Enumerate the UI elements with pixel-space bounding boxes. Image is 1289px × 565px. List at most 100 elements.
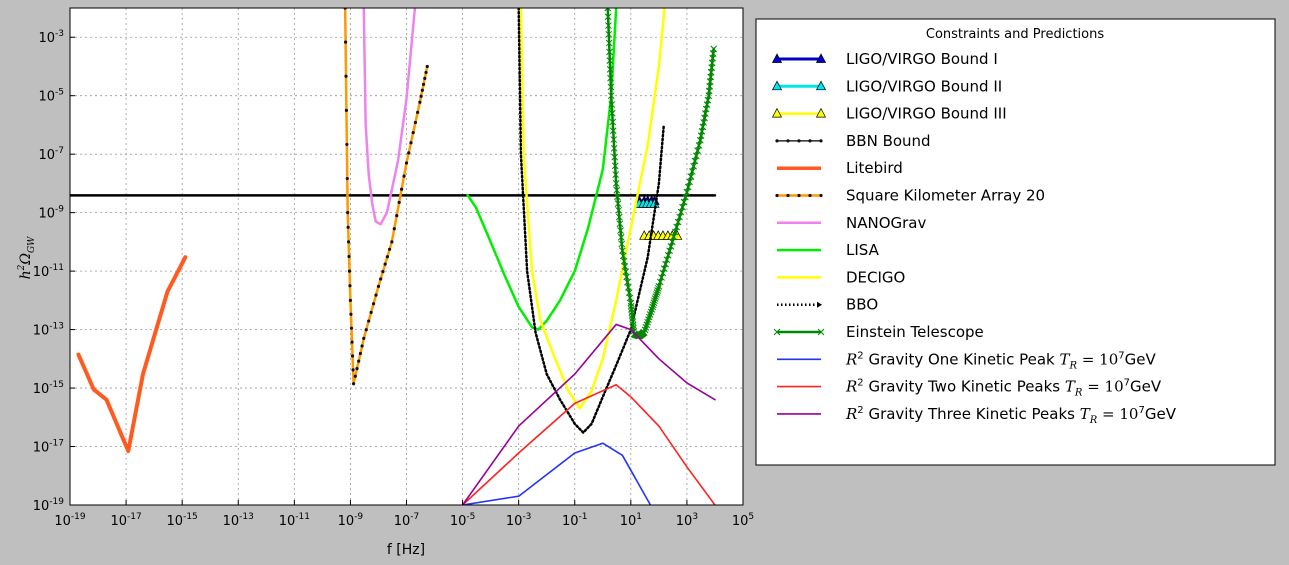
series-einstein-telescope-marker (677, 208, 685, 216)
series-square-kilometer-array-20-marker (413, 120, 418, 125)
legend-label: R2 Gravity One Kinetic Peak TR = 107GeV (845, 350, 1156, 371)
x-tick-label: 10-13 (223, 512, 254, 529)
legend-item-ligo-virgo-bound-ii: LIGO/VIRGO Bound II (771, 77, 1002, 95)
series-square-kilometer-array-20-marker (355, 367, 359, 371)
series-square-kilometer-array-20-marker (425, 64, 429, 69)
series-square-kilometer-array-20-marker (344, 108, 349, 112)
series-einstein-telescope-marker (621, 263, 629, 270)
series-einstein-telescope-marker (607, 74, 614, 82)
series-square-kilometer-array-20-marker (421, 82, 426, 86)
legend-marker (786, 193, 790, 198)
legend-item-einstein-telescope: Einstein Telescope (773, 323, 984, 341)
series-nanograv (362, 8, 417, 226)
series-square-kilometer-array-20-marker (397, 200, 401, 205)
series-einstein-telescope-marker (622, 268, 630, 276)
series-einstein-telescope-marker (620, 257, 628, 265)
legend-marker (819, 139, 823, 143)
y-tick-label: 10-7 (38, 146, 64, 163)
series-einstein-telescope-marker (674, 218, 682, 226)
legend-item-litebird: Litebird (777, 159, 903, 177)
series-einstein-telescope-marker (609, 118, 617, 126)
series-einstein-telescope-marker (618, 240, 626, 248)
series-einstein-telescope-marker (606, 48, 613, 56)
series-square-kilometer-array-20-marker (418, 100, 422, 104)
series-einstein-telescope-marker (619, 252, 627, 260)
series-square-kilometer-array-20-marker (357, 359, 361, 363)
series-einstein-telescope-marker (687, 173, 695, 180)
plot-area (70, 8, 743, 505)
series-einstein-telescope-marker (609, 127, 617, 135)
legend-label: LIGO/VIRGO Bound II (846, 77, 1002, 95)
legend-label: BBN Bound (846, 132, 931, 150)
x-tick-label: 10-3 (506, 512, 532, 529)
series-einstein-telescope-marker (668, 238, 676, 246)
series-einstein-telescope-marker (610, 144, 618, 152)
x-tick-label: 10-17 (110, 512, 141, 529)
series-square-kilometer-array-20-marker (348, 298, 353, 302)
series-square-kilometer-array-20-marker (385, 255, 389, 259)
series-einstein-telescope-marker (659, 269, 667, 277)
series-r-gravity-three-kinetic-peaks-t-r-10-gev (461, 323, 716, 505)
x-tick-label: 105 (732, 512, 754, 529)
legend-item-ligo-virgo-bound-iii: LIGO/VIRGO Bound III (771, 105, 1007, 123)
series-square-kilometer-array-20-marker (347, 254, 351, 259)
legend-marker (773, 328, 781, 336)
legend-label: Einstein Telescope (846, 323, 984, 341)
series-einstein-telescope-marker (610, 136, 618, 143)
legend-marker (771, 80, 783, 91)
legend-marker (786, 139, 790, 143)
series-square-kilometer-array-20-marker (383, 262, 387, 266)
series-einstein-telescope-marker (625, 289, 633, 297)
series-einstein-telescope (604, 8, 718, 340)
legend-label: LISA (846, 241, 880, 259)
series-einstein-telescope-marker (655, 283, 663, 290)
legend-item-bbo: BBO (777, 296, 878, 314)
series-einstein-telescope-marker (653, 289, 661, 296)
series-square-kilometer-array-20-marker (349, 326, 354, 330)
series-einstein-telescope-marker (624, 284, 632, 291)
series-square-kilometer-array-20-marker (374, 293, 378, 297)
series-square-kilometer-array-20-marker (424, 70, 428, 75)
series-einstein-telescope-marker (608, 101, 616, 108)
legend-item-lisa: LISA (777, 241, 880, 259)
y-tick-label: 10-5 (38, 88, 64, 105)
legend-marker (808, 139, 812, 143)
legend-item-r-gravity-three-kinetic-peaks-t-r-10-gev: R2 Gravity Three Kinetic Peaks TR = 107G… (777, 405, 1177, 426)
series-einstein-telescope-marker (615, 206, 623, 214)
legend-marker (775, 193, 779, 198)
series-einstein-telescope-marker (660, 265, 668, 272)
x-tick-label: 10-11 (279, 512, 310, 529)
legend-label: LIGO/VIRGO Bound I (846, 50, 998, 68)
series-decigo-line (519, 8, 666, 410)
legend-item-nanograv: NANOGrav (777, 214, 926, 232)
series-square-kilometer-array-20-marker (360, 344, 364, 348)
y-tick-label: 10-9 (38, 205, 64, 222)
series-einstein-telescope-marker (615, 213, 623, 221)
series-einstein-telescope-marker (710, 45, 718, 53)
x-ticks: 10-19 10-17 10-15 10-13 10-11 10-9 10-7 10-5 10-… (54, 500, 754, 529)
series-square-kilometer-array-20-marker (407, 151, 411, 155)
series-einstein-telescope-marker (607, 92, 615, 100)
series-square-kilometer-array-20-marker (411, 130, 415, 135)
series-bbo (517, 8, 666, 434)
series-square-kilometer-array-20-marker (367, 319, 371, 323)
series-square-kilometer-array-20-marker (343, 40, 348, 44)
series-litebird-line (76, 255, 188, 454)
legend-label: DECIGO (846, 268, 905, 286)
series-einstein-telescope-marker (650, 299, 658, 307)
series-square-kilometer-array-20-marker (349, 312, 353, 316)
series-einstein-telescope-marker (605, 22, 612, 29)
series-square-kilometer-array-20-marker (347, 269, 352, 273)
series-square-kilometer-array-20-marker (353, 374, 357, 378)
series-square-kilometer-array-20-marker (369, 310, 373, 314)
series-einstein-telescope-marker (604, 8, 612, 12)
series-einstein-telescope-marker (649, 301, 657, 309)
series-einstein-telescope-marker (671, 228, 679, 236)
x-tick-label: 10-19 (54, 512, 86, 529)
series-einstein-telescope-marker (691, 157, 699, 165)
series-einstein-telescope-marker (651, 297, 658, 305)
series-einstein-telescope-marker (653, 291, 660, 298)
y-ticks: 10-19 10-17 10-15 10-13 10-11 10-9 10-7 10-5 10-… (33, 29, 75, 514)
series-einstein-telescope-marker (684, 183, 692, 191)
